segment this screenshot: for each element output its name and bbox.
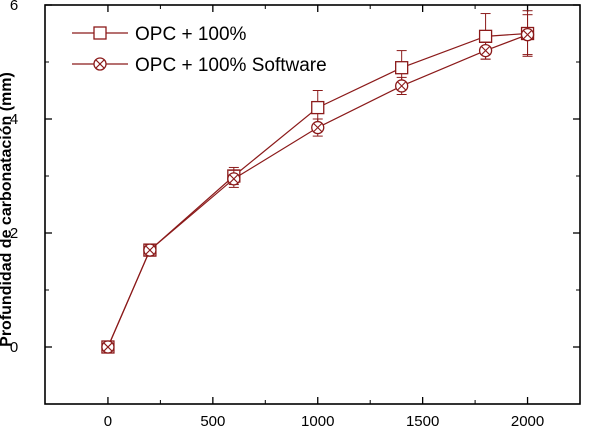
series-2 — [101, 14, 535, 354]
marker-cross-b — [95, 59, 105, 69]
y-tick-label: 4 — [10, 111, 18, 128]
data-point — [227, 172, 241, 186]
marker-cross-b — [229, 174, 239, 184]
x-tick-label: 1500 — [406, 413, 439, 428]
y-tick-label: 0 — [10, 339, 18, 356]
open-square-marker — [395, 61, 409, 75]
marker-cross-b — [103, 342, 113, 352]
data-point — [101, 340, 115, 354]
marker-cross-b — [145, 245, 155, 255]
legend-item-2: OPC + 100% Software — [72, 55, 327, 76]
legend-label: OPC + 100% — [135, 24, 247, 45]
y-tick-label: 6 — [10, 0, 18, 14]
marker-cross-b — [522, 30, 533, 40]
data-point — [143, 243, 157, 257]
data-point — [395, 61, 409, 75]
legend: OPC + 100% OPC + 100% Software — [72, 24, 327, 76]
open-square-marker — [311, 100, 325, 115]
data-point — [311, 120, 325, 135]
legend-label: OPC + 100% Software — [135, 55, 327, 76]
open-square-marker — [93, 26, 107, 40]
marker-cross-b — [480, 46, 491, 56]
data-point — [520, 27, 535, 42]
crossed-circle-marker — [311, 120, 325, 135]
data-point — [311, 100, 325, 115]
marker-cross-b — [313, 122, 323, 133]
series-layer — [101, 10, 535, 354]
data-point — [478, 43, 493, 58]
y-axis-title: Profundidad de carbonatación (mm) — [0, 72, 15, 347]
open-square-marker — [478, 29, 493, 44]
series-line — [107, 34, 528, 348]
crossed-circle-marker — [143, 243, 157, 257]
crossed-circle-marker — [395, 79, 409, 93]
legend-item-1: OPC + 100% — [72, 24, 247, 45]
crossed-circle-marker — [520, 27, 535, 42]
crossed-circle-marker — [101, 340, 115, 354]
series-line — [107, 32, 528, 348]
x-tick-label: 500 — [200, 413, 225, 428]
crossed-circle-marker — [93, 57, 107, 71]
x-tick-label: 2000 — [511, 413, 544, 428]
plot-frame — [44, 4, 581, 405]
data-point — [478, 29, 493, 44]
x-tick-label: 1000 — [301, 413, 334, 428]
crossed-circle-marker — [227, 172, 241, 186]
y-tick-label: 2 — [10, 225, 18, 242]
data-point — [395, 79, 409, 93]
crossed-circle-marker — [478, 43, 493, 58]
marker-cross-b — [397, 81, 407, 91]
x-tick-label: 0 — [104, 413, 112, 428]
